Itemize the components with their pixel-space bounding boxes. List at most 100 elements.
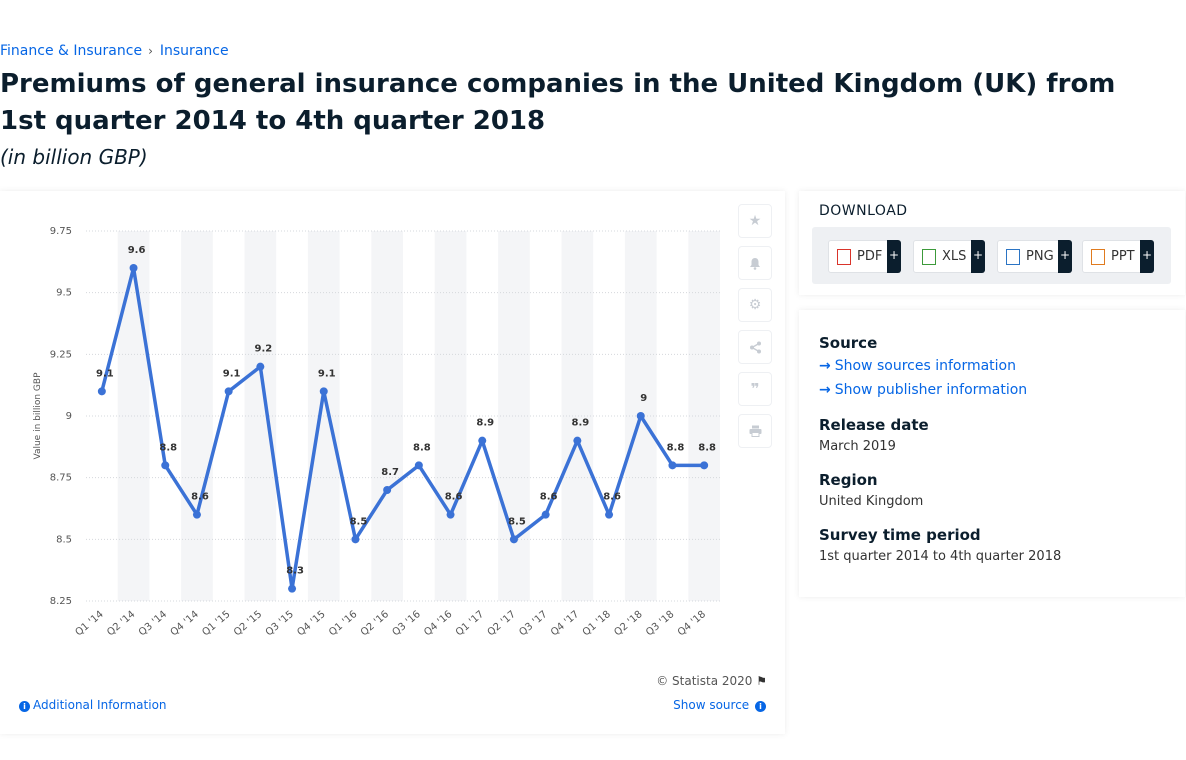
data-point (351, 535, 360, 544)
download-png-plus[interactable]: + (1058, 240, 1072, 273)
info-icon: i (755, 701, 766, 712)
column-band (371, 231, 403, 601)
data-label: 9.2 (254, 344, 272, 355)
data-point (668, 461, 677, 470)
x-tick-label: Q2 '16 (359, 609, 391, 639)
data-point (129, 264, 138, 272)
data-point (700, 461, 709, 470)
data-point (224, 387, 233, 396)
additional-information-link[interactable]: i Additional Information (19, 698, 167, 712)
cite-button[interactable]: ❞ (738, 372, 772, 406)
x-tick-label: Q2 '17 (486, 609, 518, 639)
data-label: 8.8 (413, 442, 431, 453)
statistic-info-card: Source → Show sources information → Show p… (799, 310, 1185, 597)
column-band (181, 231, 213, 601)
download-xls-label: XLS (942, 249, 967, 264)
y-tick-label: 8.75 (50, 473, 72, 484)
data-label: 8.3 (286, 566, 304, 577)
show-source-link[interactable]: Show source i (673, 698, 766, 712)
x-tick-label: Q2 '14 (105, 609, 137, 639)
series-line (100, 266, 705, 591)
download-ppt-button[interactable]: PPT + (1082, 240, 1154, 273)
x-tick-label: Q3 '14 (137, 609, 169, 639)
y-axis-label: Value in billion GBP (33, 372, 43, 460)
data-point (97, 387, 106, 396)
download-pdf-plus[interactable]: + (887, 240, 901, 273)
data-point (605, 510, 614, 519)
survey-period-value: 1st quarter 2014 to 4th quarter 2018 (819, 549, 1062, 564)
data-label: 9 (640, 393, 647, 404)
source-label: Source (819, 334, 878, 352)
x-tick-label: Q1 '16 (327, 609, 359, 639)
share-icon (749, 341, 761, 353)
download-card: DOWNLOAD PDF + XLS + PNG + PPT + (799, 191, 1185, 295)
x-tick-label: Q1 '17 (454, 609, 486, 639)
arrow-right-icon: → (819, 382, 831, 398)
show-sources-link[interactable]: → Show sources information (819, 358, 1016, 374)
data-label: 8.8 (159, 442, 177, 453)
show-source-label: Show source (673, 698, 750, 712)
x-tick-label: Q1 '18 (581, 609, 613, 639)
breadcrumb-separator: › (148, 44, 153, 58)
data-label: 9.1 (223, 368, 241, 379)
settings-button[interactable]: ⚙ (738, 288, 772, 322)
show-sources-label: Show sources information (834, 358, 1016, 374)
x-tick-label: Q3 '17 (517, 609, 549, 639)
x-tick-label: Q4 '16 (422, 609, 454, 639)
download-xls-button[interactable]: XLS + (913, 240, 985, 273)
survey-period-label: Survey time period (819, 526, 981, 544)
quote-icon: ❞ (750, 380, 760, 398)
xls-file-icon (922, 248, 936, 265)
data-point (383, 486, 392, 494)
download-xls-plus[interactable]: + (971, 240, 985, 273)
breadcrumb: Finance & Insurance › Insurance (0, 43, 229, 59)
x-tick-label: Q2 '18 (612, 609, 644, 639)
y-tick-label: 8.5 (56, 534, 72, 545)
y-tick-label: 9.5 (56, 288, 72, 299)
ppt-file-icon (1091, 248, 1105, 265)
data-point (161, 461, 170, 470)
data-label: 8.6 (191, 492, 209, 503)
x-tick-label: Q4 '18 (676, 609, 708, 639)
share-button[interactable] (738, 330, 772, 364)
print-button[interactable] (738, 414, 772, 448)
favorite-button[interactable]: ★ (738, 204, 772, 238)
x-tick-label: Q3 '18 (644, 609, 676, 639)
additional-information-label: Additional Information (33, 698, 167, 712)
chart-card: 8.25 8.5 8.75 9 9.25 9.5 9.75 Value in billion … (0, 191, 785, 734)
breadcrumb-finance-link[interactable]: Finance & Insurance (0, 43, 143, 59)
data-label: 8.9 (476, 418, 494, 429)
chart-tools: ★ ⚙ ❞ (738, 204, 772, 456)
page-subtitle: (in billion GBP) (0, 145, 148, 169)
show-publisher-link[interactable]: → Show publisher information (819, 382, 1027, 398)
data-label: 9.1 (96, 368, 114, 379)
data-point (541, 510, 550, 519)
data-point (192, 510, 201, 519)
download-png-button[interactable]: PNG + (997, 240, 1072, 273)
y-tick-label: 8.25 (50, 596, 72, 607)
line-chart: 8.25 8.5 8.75 9 9.25 9.5 9.75 Value in billion … (33, 226, 720, 639)
flag-icon[interactable]: ⚑ (756, 674, 767, 688)
data-point (288, 584, 297, 593)
data-label: 8.9 (571, 418, 589, 429)
star-icon: ★ (748, 213, 762, 229)
show-publisher-label: Show publisher information (834, 382, 1028, 398)
breadcrumb-insurance-link[interactable]: Insurance (159, 43, 229, 59)
notification-button[interactable] (738, 246, 772, 280)
data-point (478, 436, 487, 445)
data-label: 8.8 (698, 442, 716, 453)
x-tick-label: Q4 '15 (295, 609, 327, 639)
download-pdf-label: PDF (857, 249, 883, 264)
data-label: 8.5 (350, 516, 368, 527)
y-tick-label: 9.25 (50, 349, 72, 360)
data-label: 9.6 (128, 245, 146, 256)
download-ppt-plus[interactable]: + (1140, 240, 1154, 273)
x-tick-label: Q4 '14 (169, 609, 201, 639)
release-date-value: March 2019 (819, 439, 896, 454)
pdf-file-icon (837, 248, 851, 265)
arrow-right-icon: → (819, 358, 831, 374)
data-point (636, 412, 645, 420)
data-point (319, 387, 328, 396)
data-label: 9.1 (318, 368, 336, 379)
download-pdf-button[interactable]: PDF + (828, 240, 901, 273)
